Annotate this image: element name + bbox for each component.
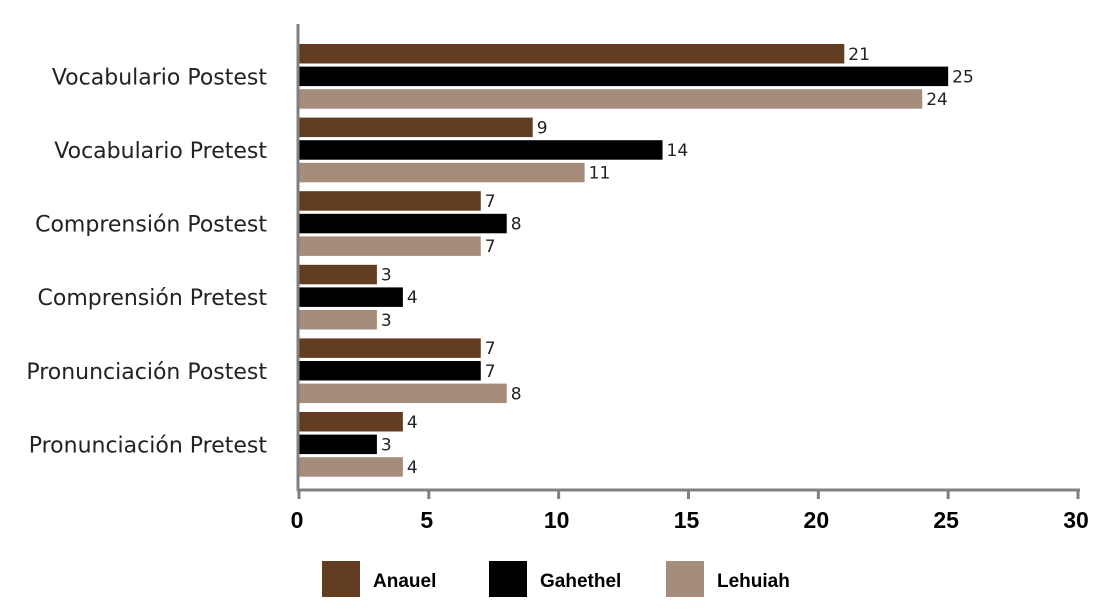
value-label-vocabulario-postest-anauel: 21	[848, 45, 870, 65]
value-label-vocabulario-postest-lehuiah: 24	[926, 90, 948, 110]
x-tick-label-5: 5	[420, 507, 433, 533]
bar-pronunciacion-postest-anauel	[299, 338, 481, 358]
x-tick-label-30: 30	[1063, 507, 1089, 533]
category-label-pronunciacion-postest: Pronunciación Postest	[26, 360, 267, 385]
bar-vocabulario-pretest-gahethel	[299, 140, 663, 160]
value-label-vocabulario-postest-gahethel: 25	[952, 67, 974, 87]
value-label-comprension-postest-gahethel: 8	[511, 215, 522, 235]
bar-comprension-pretest-gahethel	[299, 287, 403, 307]
value-label-pronunciacion-postest-anauel: 7	[485, 339, 496, 359]
value-label-comprension-pretest-gahethel: 4	[407, 288, 418, 308]
bar-pronunciacion-postest-gahethel	[299, 361, 481, 381]
legend-swatch-gahethel	[489, 561, 527, 597]
category-label-vocabulario-pretest: Vocabulario Pretest	[54, 139, 267, 164]
bar-comprension-postest-lehuiah	[299, 236, 481, 256]
value-label-pronunciacion-postest-lehuiah: 8	[511, 384, 522, 404]
bars-layer	[299, 44, 949, 477]
value-label-pronunciacion-pretest-lehuiah: 4	[407, 458, 418, 478]
category-label-pronunciacion-pretest: Pronunciación Pretest	[29, 433, 268, 458]
legend: Anauel Gahethel Lehuiah	[322, 561, 790, 597]
value-label-comprension-pretest-anauel: 3	[381, 266, 392, 286]
value-label-pronunciacion-pretest-gahethel: 3	[381, 435, 392, 455]
x-tick-label-15: 15	[674, 507, 700, 533]
bar-pronunciacion-pretest-anauel	[299, 412, 403, 432]
bar-pronunciacion-pretest-gahethel	[299, 434, 377, 455]
x-tick-label-25: 25	[933, 507, 959, 533]
value-label-vocabulario-pretest-lehuiah: 11	[589, 164, 611, 184]
value-label-comprension-pretest-lehuiah: 3	[381, 311, 392, 331]
axis-layer: 0 5 10 15 20 25 30	[291, 24, 1089, 533]
category-label-vocabulario-postest: Vocabulario Postest	[52, 65, 268, 90]
category-labels-layer: Vocabulario Postest Vocabulario Pretest Co…	[26, 65, 267, 458]
value-label-comprension-postest-lehuiah: 7	[485, 237, 496, 257]
legend-swatch-lehuiah	[666, 561, 704, 597]
bar-vocabulario-postest-lehuiah	[299, 89, 923, 109]
bar-comprension-pretest-anauel	[299, 264, 377, 285]
x-tick-label-10: 10	[544, 507, 570, 533]
bar-comprension-pretest-lehuiah	[299, 310, 377, 330]
bar-comprension-postest-anauel	[299, 191, 481, 211]
category-label-comprension-postest: Comprensión Postest	[35, 213, 267, 238]
value-label-vocabulario-pretest-gahethel: 14	[667, 141, 689, 161]
legend-label-lehuiah: Lehuiah	[717, 571, 790, 592]
bar-comprension-postest-gahethel	[299, 213, 507, 234]
bar-pronunciacion-postest-lehuiah	[299, 383, 507, 404]
x-tick-label-0: 0	[291, 507, 304, 533]
value-label-vocabulario-pretest-anauel: 9	[537, 118, 548, 138]
bar-pronunciacion-pretest-lehuiah	[299, 457, 403, 477]
legend-label-gahethel: Gahethel	[540, 571, 621, 592]
x-tick-label-20: 20	[804, 507, 830, 533]
legend-label-anauel: Anauel	[373, 571, 436, 592]
legend-swatch-anauel	[322, 561, 360, 597]
value-label-comprension-postest-anauel: 7	[485, 192, 496, 212]
value-label-pronunciacion-pretest-anauel: 4	[407, 413, 418, 433]
value-label-pronunciacion-postest-gahethel: 7	[485, 362, 496, 382]
bar-vocabulario-postest-gahethel	[299, 66, 949, 87]
category-label-comprension-pretest: Comprensión Pretest	[38, 286, 268, 311]
bar-vocabulario-postest-anauel	[299, 44, 845, 64]
bar-vocabulario-pretest-lehuiah	[299, 162, 585, 183]
bar-vocabulario-pretest-anauel	[299, 117, 533, 138]
